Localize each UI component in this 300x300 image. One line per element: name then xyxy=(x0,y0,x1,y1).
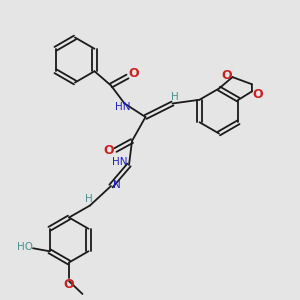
Text: O: O xyxy=(64,278,74,291)
Text: O: O xyxy=(252,88,263,101)
Text: O: O xyxy=(103,143,114,157)
Text: HN: HN xyxy=(115,102,131,112)
Text: HO: HO xyxy=(16,242,33,252)
Text: H: H xyxy=(171,92,179,102)
Text: N: N xyxy=(113,179,121,190)
Text: O: O xyxy=(129,67,140,80)
Text: H: H xyxy=(85,194,92,204)
Text: HN: HN xyxy=(112,157,127,167)
Text: O: O xyxy=(222,69,232,82)
